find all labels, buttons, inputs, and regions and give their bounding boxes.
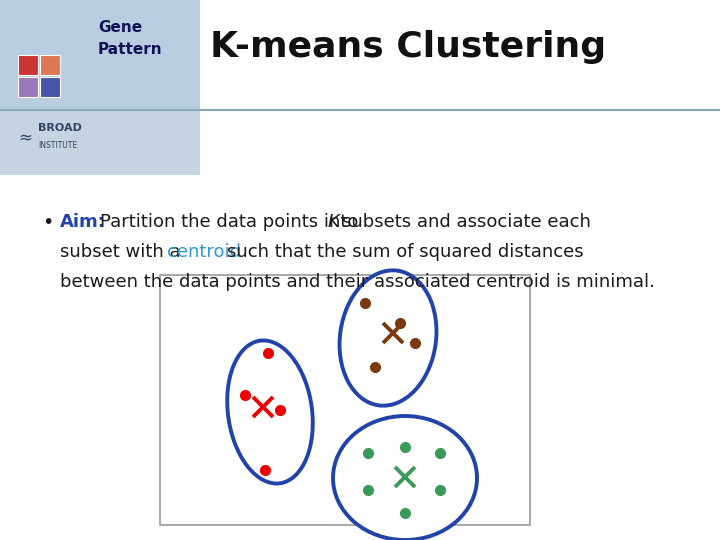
Text: BROAD: BROAD [38,123,82,133]
Text: K: K [328,213,340,231]
Ellipse shape [333,416,477,540]
Text: Gene: Gene [98,19,142,35]
FancyBboxPatch shape [0,110,200,175]
Ellipse shape [340,271,436,406]
Bar [40,55,60,75]
Bar [160,275,530,525]
Bar [40,77,60,97]
Text: K-means Clustering: K-means Clustering [210,30,606,64]
Bar [18,77,38,97]
Text: centroid: centroid [167,243,241,261]
Text: Aim:: Aim: [60,213,106,231]
Text: subset with a: subset with a [60,243,181,261]
Text: •: • [42,213,53,232]
Text: Partition the data points into: Partition the data points into [100,213,359,231]
Ellipse shape [228,340,312,483]
Text: INSTITUTE: INSTITUTE [38,140,77,150]
FancyBboxPatch shape [0,0,200,110]
Text: subsets and associate each: subsets and associate each [342,213,591,231]
Bar [18,55,38,75]
Text: between the data points and their associated centroid is minimal.: between the data points and their associ… [60,273,655,291]
Text: ≈: ≈ [18,128,32,146]
Text: such that the sum of squared distances: such that the sum of squared distances [227,243,584,261]
Text: Pattern: Pattern [98,42,163,57]
